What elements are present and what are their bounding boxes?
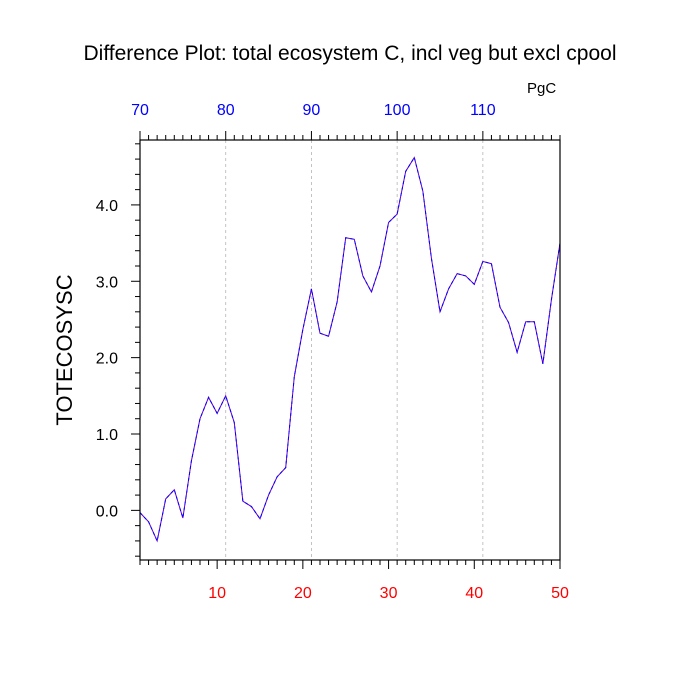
- y-tick-label: 0.0: [96, 503, 118, 520]
- series-layer: [139, 156, 561, 543]
- y-tick-label: 2.0: [96, 351, 118, 368]
- x-tick-label: 20: [294, 585, 312, 602]
- series-line-0: [139, 156, 561, 543]
- y-tick-label: 1.0: [96, 427, 118, 444]
- top-tick-label: 110: [470, 102, 496, 119]
- plot-frame: [139, 139, 561, 561]
- units-label: PgC: [527, 80, 557, 97]
- top-tick-label: 70: [131, 102, 149, 119]
- x-tick-label: 50: [551, 585, 569, 602]
- top-tick-label: 90: [303, 102, 321, 119]
- x-tick-label: 10: [208, 585, 226, 602]
- top-tick-label: 80: [217, 102, 235, 119]
- grid-lines: [225, 140, 484, 560]
- x-tick-label: 30: [380, 585, 398, 602]
- top-tick-label: 100: [384, 102, 411, 119]
- y-tick-label: 4.0: [96, 198, 118, 215]
- axis-ticks: [131, 131, 561, 569]
- chart-title: Difference Plot: total ecosystem C, incl…: [83, 42, 617, 65]
- y-tick-label: 3.0: [96, 274, 118, 291]
- series-line-dash-0: [139, 156, 561, 543]
- tick-labels: 10 20 30 40 50 70 80 90 100 110 0.0 1.0 2.0 3.0 4.0: [96, 102, 569, 602]
- x-tick-label: 40: [465, 585, 483, 602]
